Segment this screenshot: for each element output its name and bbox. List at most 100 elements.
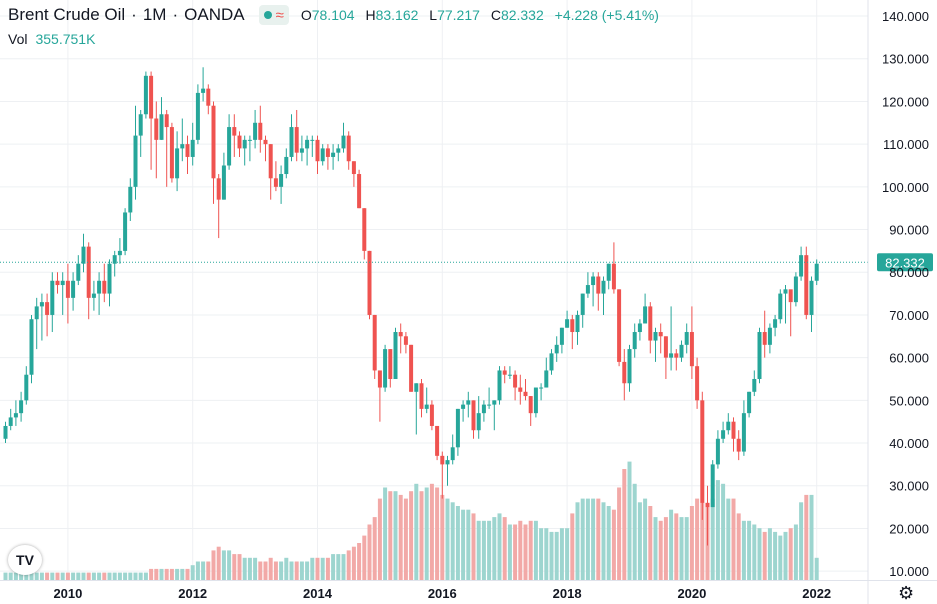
volume-bar	[377, 498, 382, 580]
candle-body	[611, 263, 616, 290]
x-tick-label: 2014	[303, 586, 333, 601]
candle-body	[424, 404, 429, 409]
candle-body	[549, 353, 554, 371]
y-tick-label: 80.000	[889, 265, 929, 280]
candle-body	[13, 413, 18, 418]
y-tick-label: 10.000	[889, 564, 929, 579]
candle-body	[497, 370, 502, 401]
candle-body	[663, 336, 668, 358]
volume-bar	[518, 520, 523, 580]
market-status-badge[interactable]: ≈	[258, 5, 289, 25]
candle-body	[268, 144, 273, 179]
volume-bar	[736, 513, 741, 580]
volume-bar	[13, 572, 18, 580]
volume-bar	[263, 561, 268, 580]
volume-bar	[502, 517, 507, 580]
candle-body	[580, 293, 585, 315]
volume-bar	[294, 561, 299, 580]
last-price-label: 82.332	[885, 255, 925, 270]
volume-bar	[783, 531, 788, 580]
volume-bar	[455, 506, 460, 580]
volume-bar	[809, 494, 814, 580]
candle-body	[601, 280, 606, 294]
volume-bar	[653, 517, 658, 580]
candle-body	[523, 391, 528, 397]
volume-bar	[24, 572, 29, 580]
volume-bar	[169, 568, 174, 580]
candle-body	[570, 319, 575, 333]
exchange-label[interactable]: OANDA	[184, 5, 245, 24]
volume-bar	[117, 572, 122, 580]
candle-body	[55, 280, 60, 286]
candle-body	[169, 127, 174, 179]
candle-body	[367, 250, 372, 315]
candle-body	[804, 255, 809, 315]
candle-body	[216, 178, 221, 200]
y-tick-label: 140.000	[882, 9, 929, 24]
candle-body	[279, 174, 284, 187]
candle-body	[674, 353, 679, 358]
candle-body	[201, 88, 206, 93]
candle-body	[398, 332, 403, 337]
candle-body	[315, 139, 320, 162]
candle-body	[528, 396, 533, 414]
volume-bar	[29, 572, 34, 580]
tradingview-logo-icon[interactable]: TV	[8, 545, 42, 575]
candle-body	[715, 438, 720, 465]
candle-body	[518, 387, 523, 392]
symbol-name[interactable]: Brent Crude Oil	[8, 5, 126, 24]
candle-body	[211, 105, 216, 179]
candle-body	[731, 421, 736, 439]
open-value: 78.104	[311, 7, 355, 23]
volume-bar	[424, 487, 429, 580]
candle-body	[112, 255, 117, 264]
volume-bar	[622, 469, 627, 580]
candle-body	[648, 306, 653, 341]
volume-bar	[258, 561, 263, 580]
volume-bar	[81, 572, 86, 580]
interval-label[interactable]: 1M	[142, 5, 167, 24]
candle-body	[154, 118, 159, 140]
candle-body	[253, 122, 258, 140]
wave-icon: ≈	[275, 6, 284, 24]
candle-body	[388, 349, 393, 379]
open-label: O	[300, 7, 312, 23]
volume-bar	[450, 502, 455, 580]
volume-bar	[762, 531, 767, 580]
volume-bar	[549, 531, 554, 580]
candle-body	[502, 370, 507, 375]
y-tick-label: 130.000	[882, 52, 929, 67]
volume-bar	[320, 557, 325, 580]
close-label: C	[490, 7, 501, 23]
volume-bar	[596, 498, 601, 580]
candle-body	[164, 114, 169, 128]
candle-body	[653, 332, 658, 341]
candle-body	[8, 417, 13, 426]
volume-bar	[128, 572, 133, 580]
volume-bar	[403, 498, 408, 580]
x-tick-label: 2010	[53, 586, 82, 601]
candle-body	[232, 127, 237, 136]
candle-body	[133, 135, 138, 187]
candles	[3, 67, 819, 546]
candle-body	[554, 344, 559, 354]
volume-bar	[383, 487, 388, 580]
volume-bar	[227, 550, 232, 580]
volume-bar	[237, 554, 242, 580]
volume-bar	[544, 528, 549, 580]
volume-bar	[669, 509, 674, 580]
candle-body	[263, 139, 268, 145]
candle-body	[65, 280, 70, 298]
candle-body	[180, 144, 185, 149]
volume-bar	[76, 572, 81, 580]
volume-value: 355.751K	[35, 31, 96, 47]
volume-bar	[481, 520, 486, 580]
volume-bar	[497, 513, 502, 580]
candle-body	[86, 246, 91, 298]
volume-bar	[91, 572, 96, 580]
candle-body	[76, 263, 81, 281]
candle-body	[128, 186, 133, 213]
volume-bar	[247, 557, 252, 580]
gear-icon[interactable]: ⚙	[898, 583, 915, 603]
